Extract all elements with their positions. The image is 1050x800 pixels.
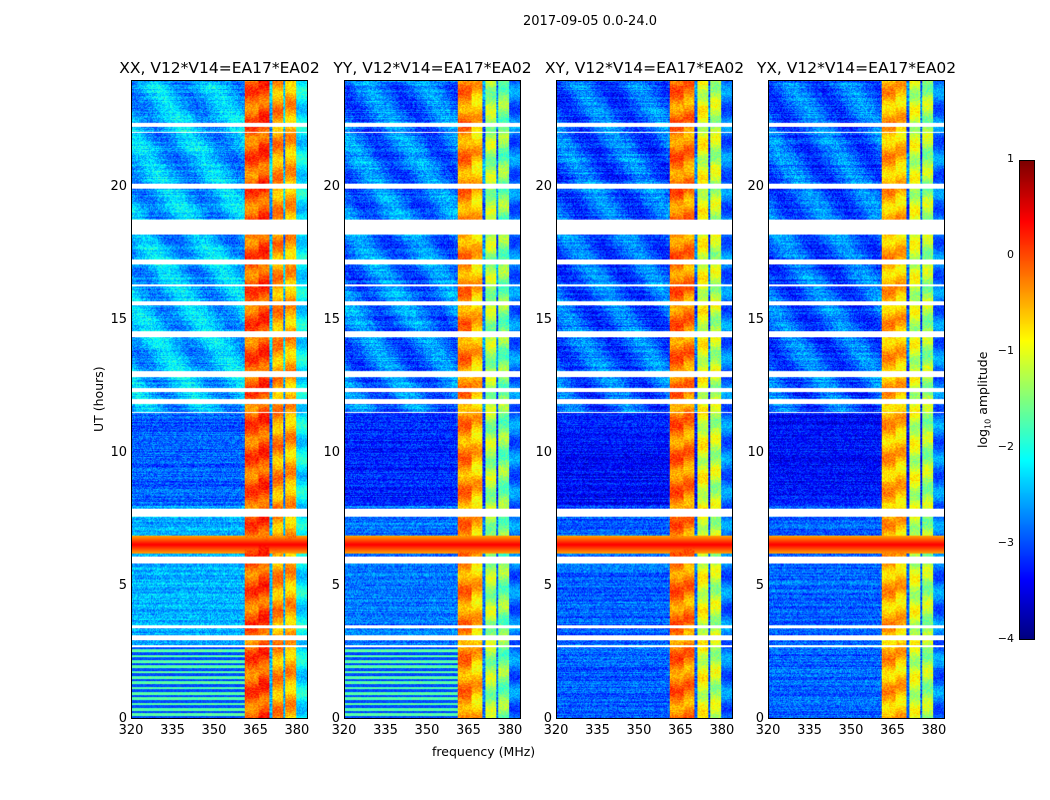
y-tick-label: 15 xyxy=(110,311,127,327)
y-tick-label: 0 xyxy=(118,711,127,726)
colorbar-tick-label: −2 xyxy=(997,440,1014,453)
y-tick-label: 10 xyxy=(110,444,127,460)
x-tick-label: 350 xyxy=(201,723,227,738)
y-tick-label: 15 xyxy=(535,311,552,327)
y-tick-label: 20 xyxy=(323,178,340,194)
x-axis-label: frequency (MHz) xyxy=(432,744,536,759)
y-tick-label: 0 xyxy=(331,711,340,726)
x-tick-label: 365 xyxy=(668,723,693,738)
x-tick-label: 365 xyxy=(880,723,905,738)
x-tick-label: 380 xyxy=(921,723,947,738)
x-tick-label: 365 xyxy=(243,723,268,738)
colorbar-tick-label: −3 xyxy=(997,536,1014,549)
panel-title: XX, V12*V14=EA17*EA02 xyxy=(119,59,320,77)
figure-suptitle: 2017-09-05 0.0-24.0 xyxy=(523,14,657,29)
y-tick-label: 15 xyxy=(323,311,340,327)
y-tick-label: 20 xyxy=(535,178,552,194)
colorbar-tick-label: 0 xyxy=(1007,248,1014,261)
x-tick-label: 380 xyxy=(284,723,310,738)
spectrogram-yy xyxy=(344,80,521,719)
colorbar-tick-label: −4 xyxy=(997,632,1014,645)
x-tick-label: 350 xyxy=(414,723,440,738)
x-tick-label: 335 xyxy=(160,723,185,738)
colorbar-tick-label: 1 xyxy=(1007,152,1014,165)
y-tick-label: 5 xyxy=(331,577,340,593)
y-tick-label: 15 xyxy=(747,311,764,327)
y-tick-label: 10 xyxy=(323,444,340,460)
x-tick-label: 320 xyxy=(118,723,144,738)
spectrogram-yx xyxy=(768,80,945,719)
y-tick-label: 20 xyxy=(747,178,764,194)
x-tick-label: 320 xyxy=(755,723,781,738)
panel-title: YX, V12*V14=EA17*EA02 xyxy=(756,59,957,77)
colorbar xyxy=(1019,160,1035,640)
x-tick-label: 350 xyxy=(838,723,864,738)
x-tick-label: 350 xyxy=(626,723,652,738)
y-tick-label: 5 xyxy=(118,577,127,593)
y-tick-label: 5 xyxy=(755,577,764,593)
panel-title: YY, V12*V14=EA17*EA02 xyxy=(333,59,532,77)
x-tick-label: 320 xyxy=(331,723,357,738)
x-tick-label: 335 xyxy=(373,723,398,738)
y-tick-label: 0 xyxy=(543,711,552,726)
x-tick-label: 335 xyxy=(797,723,822,738)
colorbar-tick-label: −1 xyxy=(997,344,1014,357)
y-tick-label: 5 xyxy=(543,577,552,593)
y-tick-label: 10 xyxy=(535,444,552,460)
y-tick-label: 0 xyxy=(755,711,764,726)
x-tick-label: 380 xyxy=(709,723,735,738)
spectrogram-xy xyxy=(556,80,733,719)
x-tick-label: 380 xyxy=(497,723,523,738)
x-tick-label: 335 xyxy=(585,723,610,738)
x-tick-label: 320 xyxy=(543,723,569,738)
panel-title: XY, V12*V14=EA17*EA02 xyxy=(544,59,745,77)
x-tick-label: 365 xyxy=(456,723,481,738)
colorbar-label: log10 amplitude xyxy=(975,351,993,448)
y-tick-label: 20 xyxy=(110,178,127,194)
y-axis-label: UT (hours) xyxy=(91,366,106,432)
y-tick-label: 10 xyxy=(747,444,764,460)
spectrogram-xx xyxy=(131,80,308,719)
